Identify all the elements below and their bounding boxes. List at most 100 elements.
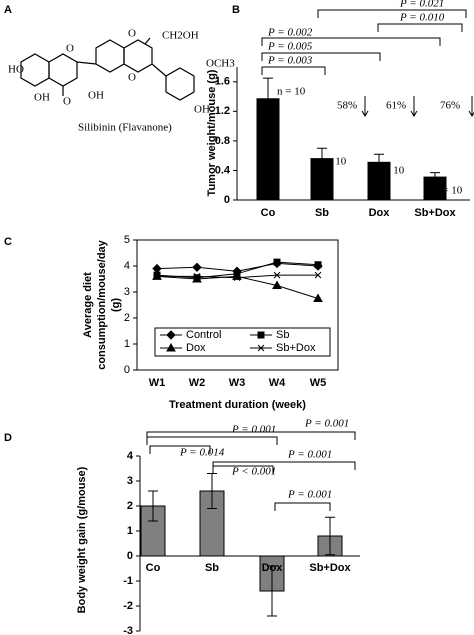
panel-label: B: [232, 4, 240, 16]
atom-label: OH: [194, 104, 210, 116]
marker: [314, 261, 322, 269]
marker: [273, 271, 281, 279]
y-tick-label: 2: [124, 312, 130, 324]
error-bar: [207, 473, 217, 509]
arrow: [361, 96, 369, 117]
atom-label: O: [66, 43, 74, 55]
p-value: P = 0.014: [179, 447, 225, 459]
panel-label: D: [4, 432, 12, 444]
bracket: [146, 431, 356, 440]
y-tick-label: -1: [123, 575, 133, 587]
y-tick-label: 4: [127, 450, 134, 462]
atom-label: O: [63, 96, 71, 108]
legend-label: Dox: [186, 342, 206, 354]
p-value: P = 0.010: [399, 12, 445, 24]
bracket: [377, 23, 463, 32]
p-value: P = 0.001: [287, 489, 332, 501]
y-tick-label: 1.6: [215, 76, 230, 88]
error-bar: [267, 565, 277, 617]
bracket: [274, 502, 331, 511]
bracket: [146, 436, 278, 445]
legend-label: Sb: [276, 329, 289, 341]
x-tick-label: W2: [189, 377, 206, 389]
p-value: P = 0.005: [267, 41, 313, 53]
y-tick-label: 1.2: [215, 105, 230, 117]
n-label: n = 10: [318, 156, 347, 168]
y-tick-label: -3: [123, 625, 133, 635]
arrow: [410, 96, 418, 117]
x-tick-label: Co: [146, 562, 161, 574]
x-axis-label: Treatment duration (week): [169, 399, 306, 411]
atom-label: HO: [8, 64, 24, 76]
atom-label: O: [128, 72, 136, 84]
bracket: [212, 465, 274, 474]
x-tick-label: W1: [149, 377, 166, 389]
atom-label: OH: [34, 92, 50, 104]
marker: [272, 280, 282, 289]
p-value: P < 0.001: [231, 466, 276, 478]
p-value: P = 0.003: [267, 55, 313, 67]
y-axis-label: Body weight gain (g/mouse): [76, 466, 88, 613]
atom-label: O: [128, 28, 136, 40]
bracket: [317, 9, 467, 18]
plot-frame: [136, 239, 339, 371]
marker: [273, 258, 281, 266]
marker: [233, 274, 241, 282]
error-bar: [430, 172, 440, 178]
legend-label: Control: [186, 329, 221, 341]
error-bar: [374, 153, 384, 163]
y-tick-label: 0.8: [215, 135, 230, 147]
legend: [154, 327, 331, 357]
x-tick-label: Co: [261, 207, 276, 219]
percent-label: 76%: [440, 100, 460, 112]
p-value: P = 0.001: [287, 449, 332, 461]
x-tick-label: W5: [310, 377, 327, 389]
bar: [256, 98, 280, 201]
marker: [314, 271, 322, 279]
x-tick-label: Sb+Dox: [414, 207, 456, 219]
x-tick-label: Dox: [262, 562, 284, 574]
y-tick-label: 0: [127, 550, 133, 562]
bracket: [149, 445, 211, 454]
y-tick-label: 5: [124, 234, 130, 246]
percent-label: 58%: [337, 100, 357, 112]
y-tick-label: 2: [127, 500, 133, 512]
x-tick-label: W4: [269, 377, 286, 389]
caption: Silibinin (Flavanone): [78, 122, 172, 134]
error-bar: [148, 490, 158, 522]
y-axis-label: Average diet: [82, 272, 94, 338]
bracket: [261, 66, 326, 75]
arrow: [468, 96, 474, 117]
marker: [257, 331, 265, 339]
marker: [313, 293, 323, 302]
p-value: P = 0.002: [267, 27, 313, 39]
p-value: P = 0.001: [231, 424, 276, 436]
marker: [193, 273, 201, 280]
x-tick-label: Dox: [369, 207, 391, 219]
atom-label: CH2OH: [162, 30, 199, 42]
y-tick-label: 0: [124, 364, 130, 376]
error-bar: [263, 77, 273, 99]
y-tick-label: 3: [124, 286, 130, 298]
marker: [166, 330, 176, 340]
x-tick-label: W3: [229, 377, 246, 389]
panel-label: C: [4, 236, 12, 248]
y-axis-label: (g): [110, 298, 122, 312]
atom-label: OCH3: [206, 58, 235, 70]
marker: [257, 344, 265, 352]
y-tick-label: 3: [127, 475, 133, 487]
y-tick-label: -2: [123, 600, 133, 612]
error-bar: [325, 516, 335, 556]
n-label: n = 10: [376, 165, 405, 177]
p-value: P = 0.001: [304, 418, 349, 430]
y-tick-label: 1: [127, 525, 133, 537]
y-tick-label: 0.4: [215, 164, 231, 176]
y-tick-label: 4: [124, 260, 130, 272]
n-label: n = 10: [277, 86, 306, 98]
error-bar: [317, 147, 327, 159]
x-tick-label: Sb+Dox: [309, 562, 351, 574]
y-axis-label: Tumor weight/mouse (g): [206, 69, 218, 196]
bracket: [261, 52, 381, 61]
percent-label: 61%: [386, 100, 406, 112]
